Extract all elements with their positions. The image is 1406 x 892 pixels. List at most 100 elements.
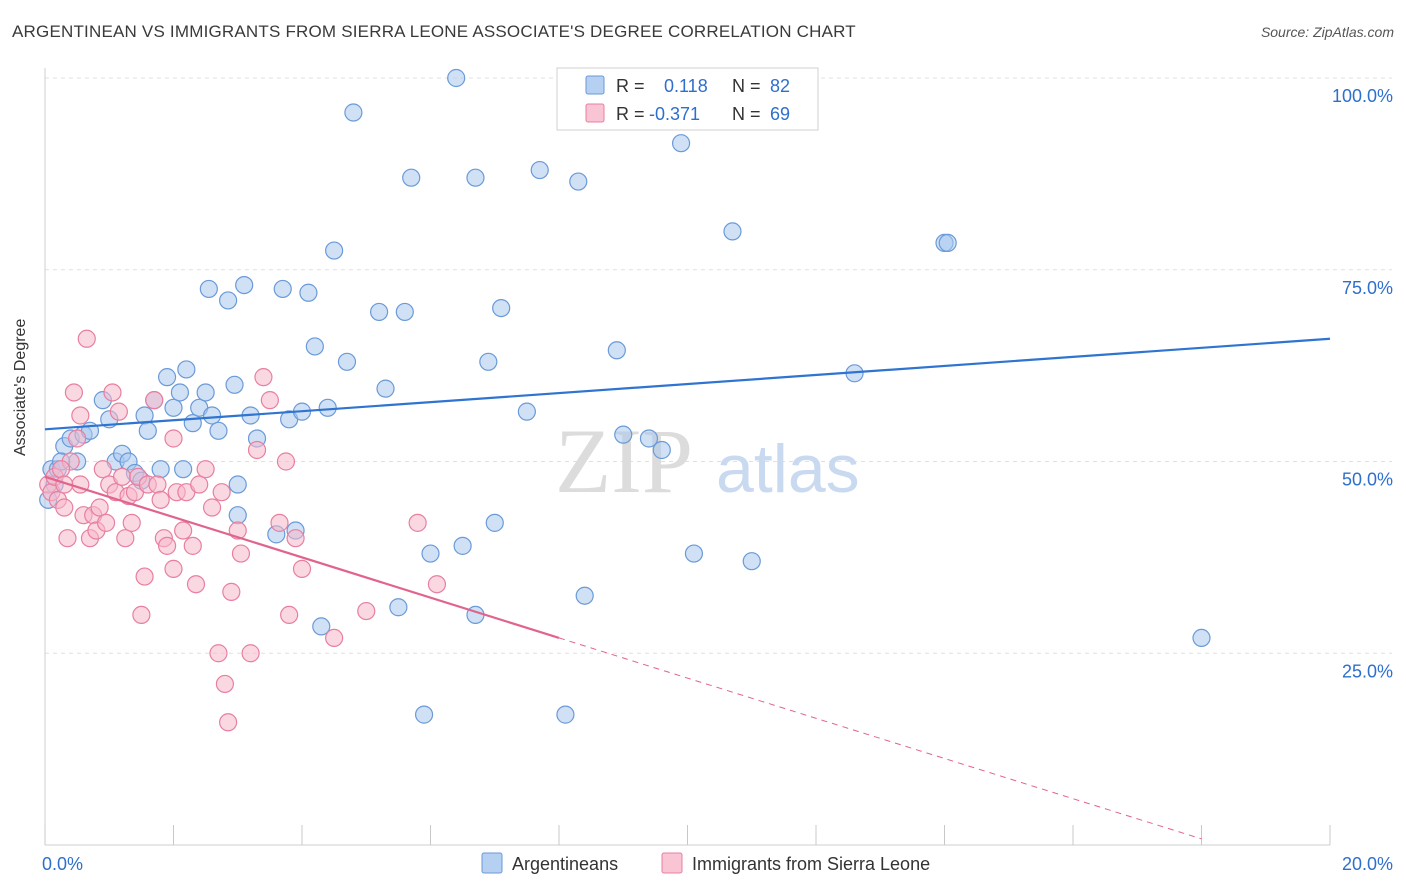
sierra-leone-point-53: [254, 368, 273, 387]
argentineans-point-21: [170, 383, 190, 402]
sierra-leone-point-34: [157, 536, 177, 555]
argentineans-point-48: [389, 598, 408, 617]
sierra-leone-point-56: [276, 452, 296, 471]
sierra-leone-point-50: [231, 544, 251, 563]
legend-n-label-1: N =: [732, 76, 761, 96]
argentineans-point-37: [273, 279, 292, 299]
trend-line-sierra-leone: [44, 475, 560, 639]
bottom-legend-swatch-blue: [481, 852, 503, 874]
argentineans-point-19: [157, 368, 177, 387]
argentineans-point-29: [209, 421, 228, 440]
argentineans-point-62: [575, 586, 594, 605]
sierra-leone-point-59: [292, 559, 312, 578]
sierra-leone-point-58: [286, 529, 305, 548]
argentineans-point-70: [742, 552, 761, 571]
y-tick-label-3: 25.0%: [1342, 661, 1393, 681]
legend-n-value-2: 69: [770, 104, 790, 124]
sierra-leone-point-5: [58, 529, 77, 548]
series-argentineans: [39, 68, 1211, 724]
sierra-leone-point-67: [135, 567, 154, 586]
sierra-leone-point-4: [55, 498, 74, 517]
legend-r-label-1: R =: [616, 76, 645, 96]
sierra-leone-point-35: [164, 559, 183, 578]
argentineans-point-43: [325, 241, 344, 260]
x-tick-labels: 0.0% 20.0%: [42, 854, 1393, 874]
argentineans-point-63: [607, 341, 626, 360]
argentineans-point-32: [228, 475, 247, 494]
argentineans-point-54: [466, 168, 485, 187]
sierra-leone-point-28: [132, 605, 151, 625]
sierra-leone-point-11: [77, 329, 96, 348]
series-sierra-leone: [39, 329, 447, 732]
sierra-leone-point-63: [427, 575, 447, 594]
bottom-legend-label-argentineans: Argentineans: [512, 854, 618, 874]
argentineans-point-74: [1192, 628, 1211, 648]
argentineans-point-65: [639, 429, 659, 448]
sierra-leone-point-45: [212, 483, 231, 502]
argentineans-point-52: [421, 544, 440, 563]
legend-swatch-pink: [585, 103, 605, 123]
y-tick-labels: 100.0% 75.0% 50.0% 25.0%: [1332, 86, 1393, 681]
x-tick-label-1: 20.0%: [1342, 854, 1393, 874]
argentineans-point-41: [305, 337, 324, 356]
argentineans-point-16: [138, 421, 157, 440]
argentineans-point-55: [479, 352, 498, 371]
sierra-leone-point-60: [325, 628, 344, 648]
argentineans-point-56: [485, 513, 504, 532]
argentineans-point-31: [225, 375, 244, 394]
argentineans-point-67: [671, 134, 691, 153]
sierra-leone-point-68: [164, 429, 183, 448]
argentineans-point-53: [453, 536, 472, 555]
sierra-leone-point-15: [90, 498, 109, 517]
sierra-leone-point-23: [116, 529, 135, 548]
watermark-zip: ZIP: [555, 410, 693, 512]
legend-r-value-2: -0.371: [649, 104, 700, 124]
sierra-leone-point-32: [151, 490, 170, 509]
sierra-leone-point-51: [241, 644, 260, 663]
sierra-leone-point-43: [202, 498, 222, 517]
argentineans-point-79: [447, 68, 466, 88]
sierra-leone-point-47: [219, 713, 238, 732]
argentineans-point-57: [492, 299, 511, 318]
watermark-atlas: atlas: [716, 431, 860, 507]
sierra-leone-point-57: [280, 605, 299, 625]
bottom-legend-swatch-pink: [661, 852, 683, 874]
chart-title: ARGENTINEAN VS IMMIGRANTS FROM SIERRA LE…: [12, 22, 856, 41]
argentineans-point-30: [219, 291, 238, 310]
sierra-leone-point-42: [196, 460, 215, 479]
argentineans-point-40: [299, 283, 318, 302]
sierra-leone-point-62: [408, 513, 427, 532]
bottom-legend-label-sierra-leone: Immigrants from Sierra Leone: [692, 854, 930, 874]
argentineans-point-68: [684, 544, 704, 563]
sierra-leone-point-46: [215, 674, 234, 694]
axes: [44, 68, 1331, 846]
sierra-leone-point-25: [122, 513, 141, 532]
argentineans-point-45: [344, 103, 363, 122]
argentineans-point-77: [312, 617, 331, 636]
sierra-leone-point-52: [247, 440, 267, 460]
argentineans-point-46: [370, 302, 389, 322]
watermark: ZIP atlas: [555, 410, 860, 512]
legend-swatch-blue: [585, 75, 605, 95]
trend-lines: [44, 337, 1331, 840]
argentineans-point-26: [196, 383, 215, 402]
y-tick-label-2: 50.0%: [1342, 470, 1393, 490]
sierra-leone-point-8: [68, 429, 87, 448]
sierra-leone-point-64: [51, 460, 71, 479]
sierra-leone-point-40: [186, 575, 206, 594]
argentineans-point-33: [235, 275, 254, 295]
argentineans-point-47: [376, 379, 395, 398]
x-tick-label-0: 0.0%: [42, 854, 83, 874]
argentineans-point-24: [183, 414, 202, 433]
sierra-leone-point-30: [145, 391, 164, 410]
sierra-leone-point-37: [174, 521, 193, 540]
argentineans-point-51: [414, 705, 434, 724]
argentineans-point-22: [174, 460, 193, 479]
argentineans-point-49: [395, 302, 414, 322]
legend-n-value-1: 82: [770, 76, 790, 96]
argentineans-point-42: [318, 398, 337, 417]
legend-r-value-1: 0.118: [664, 76, 708, 96]
sierra-leone-point-22: [112, 467, 132, 486]
argentineans-point-36: [228, 506, 247, 525]
